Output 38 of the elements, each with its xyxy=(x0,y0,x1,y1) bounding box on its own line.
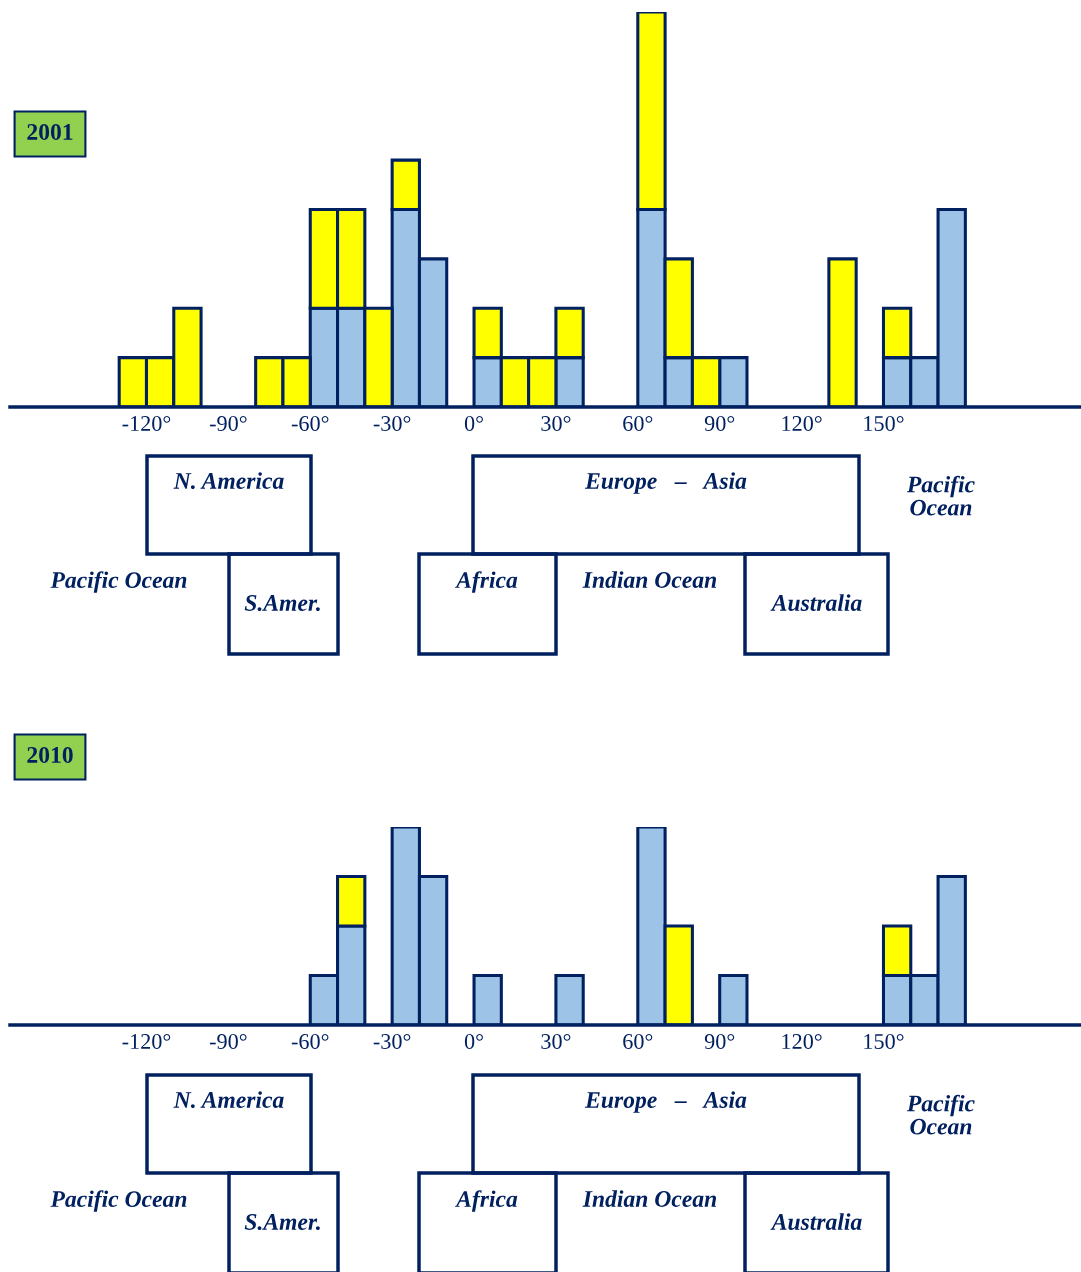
text: Pacific Ocean xyxy=(50,1190,187,1212)
text: S.Amer. xyxy=(244,1214,320,1231)
chart-title: 2010 xyxy=(27,746,73,763)
text: Australia xyxy=(770,1213,862,1230)
x-tick-label: 90° xyxy=(704,1033,735,1049)
x-tick-label: -90° xyxy=(209,415,247,431)
text: N. America xyxy=(173,472,284,490)
x-tick-label: -60° xyxy=(291,1033,329,1049)
x-tick-label: 90° xyxy=(704,415,735,431)
x-tick-label: 0° xyxy=(464,1033,483,1049)
x-tick-label: 150° xyxy=(864,415,904,431)
x-tick-label: 30° xyxy=(541,415,571,431)
x-tick-label: -30° xyxy=(373,1033,411,1049)
text: Europe – Asia xyxy=(584,1091,747,1113)
text: 2001 xyxy=(27,123,73,140)
text: N. America xyxy=(173,1091,284,1109)
text: S.Amer. xyxy=(244,595,320,612)
x-tick-label: 150° xyxy=(864,1033,904,1049)
x-tick-label: -120° xyxy=(122,1033,171,1049)
x-tick-label: 30° xyxy=(541,1033,571,1049)
x-tick-label: 60° xyxy=(623,1033,653,1049)
x-tick-label: -90° xyxy=(209,1033,247,1049)
text: Africa xyxy=(454,1190,518,1212)
text: Indian Ocean xyxy=(582,571,717,588)
text: Pacific Ocean xyxy=(50,571,187,593)
x-tick-label: 60° xyxy=(623,415,653,431)
x-tick-label: 0° xyxy=(464,415,483,431)
text: Pacific Ocean xyxy=(906,475,975,516)
text: Pacific Ocean xyxy=(906,1094,975,1135)
text: Australia xyxy=(770,594,862,611)
x-tick-label: 120° xyxy=(782,415,822,431)
x-tick-label: -60° xyxy=(291,415,329,431)
x-tick-label: -120° xyxy=(122,415,171,431)
x-tick-label: -30° xyxy=(373,415,411,431)
x-tick-label: 120° xyxy=(782,1033,822,1049)
text: Africa xyxy=(454,571,518,593)
text: Europe – Asia xyxy=(584,472,747,494)
text: Indian Ocean xyxy=(582,1190,717,1207)
